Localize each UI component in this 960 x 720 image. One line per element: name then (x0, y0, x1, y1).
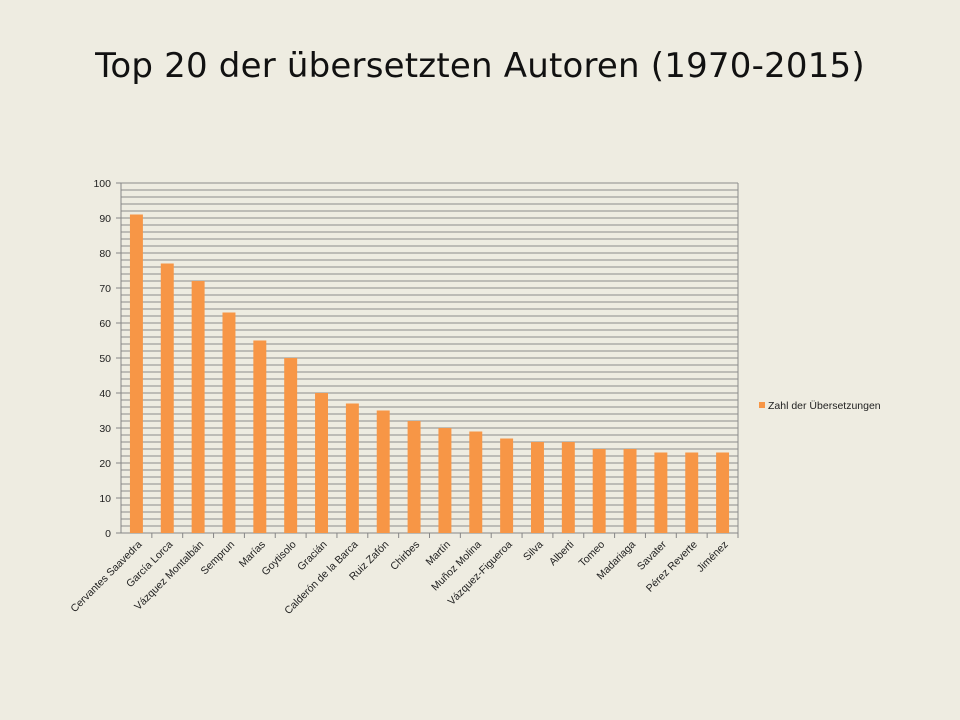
bar (561, 442, 575, 533)
bar (623, 449, 637, 533)
bar (315, 393, 329, 533)
legend: Zahl der Übersetzungen (759, 400, 881, 412)
slide-title: Top 20 der übersetzten Autoren (1970-201… (95, 46, 865, 86)
x-tick-label: Martín (424, 539, 454, 569)
bar (500, 438, 514, 533)
bar (345, 403, 359, 533)
bar (222, 312, 236, 533)
y-tick-label: 70 (99, 283, 111, 295)
x-tick-label: Silva (521, 539, 546, 564)
bar (191, 281, 205, 533)
y-tick-label: 40 (99, 388, 111, 400)
bar (530, 442, 544, 533)
bar (129, 214, 143, 533)
y-tick-label: 0 (105, 528, 111, 540)
y-tick-label: 20 (99, 458, 111, 470)
bar (685, 452, 699, 533)
bar (160, 263, 174, 533)
bar (284, 358, 298, 533)
bar (654, 452, 668, 533)
legend-label: Zahl der Übersetzungen (768, 400, 881, 412)
bar (716, 452, 730, 533)
y-tick-label: 10 (99, 493, 111, 505)
bar (438, 428, 452, 533)
y-tick-label: 30 (99, 423, 111, 435)
bar (407, 421, 421, 533)
bar (469, 431, 483, 533)
y-tick-label: 50 (99, 353, 111, 365)
y-tick-label: 80 (99, 248, 111, 260)
x-tick-label: Alberti (547, 539, 577, 569)
bar (253, 340, 267, 533)
x-tick-label: Jiménez (695, 539, 731, 575)
y-tick-label: 100 (93, 178, 111, 190)
x-tick-label: Chirbes (388, 539, 422, 573)
bar (592, 449, 606, 533)
y-tick-label: 60 (99, 318, 111, 330)
x-tick-label: Semprun (198, 539, 237, 578)
legend-swatch (759, 402, 765, 408)
y-tick-label: 90 (99, 213, 111, 225)
bar (376, 410, 390, 533)
